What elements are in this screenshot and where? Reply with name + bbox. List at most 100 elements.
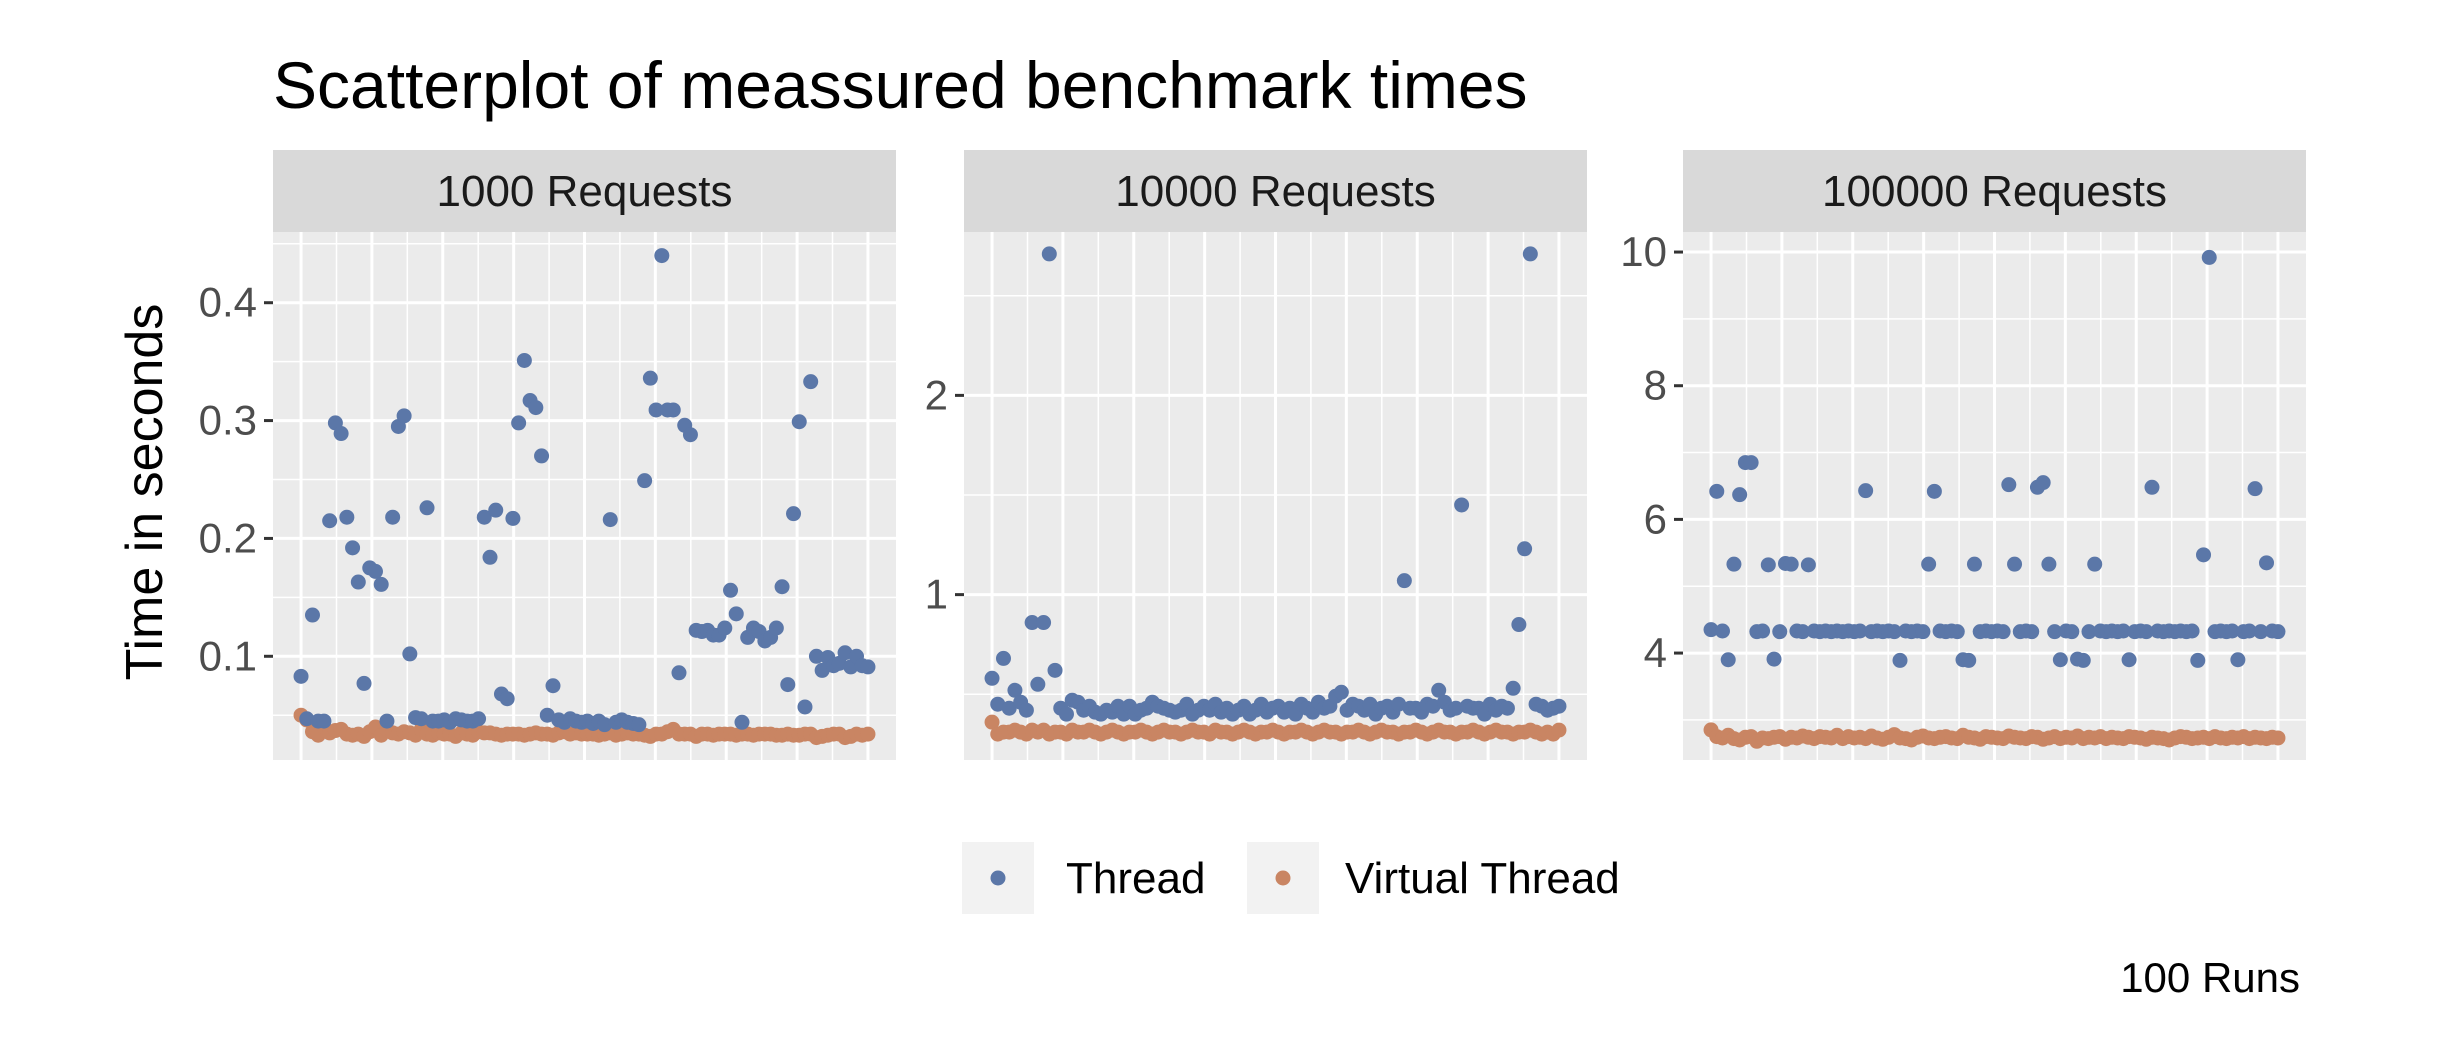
thread-point (1949, 624, 1965, 640)
facet-strip-label: 1000 Requests (437, 167, 733, 216)
virtual-thread-point (860, 726, 876, 742)
thread-point (990, 696, 1006, 712)
thread-point (728, 606, 744, 622)
y-tick-label: 10 (1620, 228, 1667, 275)
thread-point (2001, 477, 2017, 493)
thread-point (1892, 652, 1908, 668)
thread-point (803, 374, 819, 390)
thread-point (723, 582, 739, 598)
thread-point (1024, 615, 1040, 631)
thread-point (1431, 682, 1447, 698)
thread-point (814, 662, 830, 678)
thread-point (1036, 615, 1052, 631)
thread-point (1995, 624, 2011, 640)
thread-point (1732, 487, 1748, 503)
thread-point (379, 713, 395, 729)
thread-point (345, 540, 361, 556)
thread-point (350, 574, 366, 590)
thread-point (316, 713, 332, 729)
thread-point (1396, 573, 1412, 589)
thread-point (1720, 652, 1736, 668)
thread-point (1030, 676, 1046, 692)
thread-point (860, 659, 876, 675)
thread-point (2121, 652, 2137, 668)
facet-strip-label: 100000 Requests (1822, 167, 2167, 216)
y-tick-label: 1 (925, 571, 948, 618)
thread-point (539, 707, 555, 723)
y-tick-label: 2 (925, 371, 948, 418)
thread-point (786, 506, 802, 522)
thread-point (774, 579, 790, 595)
thread-point (654, 248, 670, 264)
thread-point (1522, 246, 1538, 262)
thread-point (2041, 556, 2057, 572)
thread-point (356, 675, 372, 691)
thread-point (545, 678, 561, 694)
thread-point (396, 408, 412, 424)
thread-point (2007, 556, 2023, 572)
legend-label: Thread (1066, 854, 1205, 903)
thread-point (2064, 624, 2080, 640)
y-axis-title: Time in seconds (116, 304, 174, 681)
thread-point (2047, 624, 2063, 640)
thread-point (2075, 652, 2091, 668)
thread-point (402, 646, 418, 662)
thread-point (1454, 497, 1470, 513)
thread-point (2184, 623, 2200, 639)
thread-point (293, 668, 309, 684)
thread-point (734, 714, 750, 730)
thread-point (717, 620, 733, 636)
thread-point (534, 448, 550, 464)
thread-point (791, 414, 807, 430)
thread-point (476, 509, 492, 525)
thread-point (602, 512, 618, 528)
thread-point (333, 426, 349, 442)
thread-point (837, 645, 853, 661)
thread-point (2230, 652, 2246, 668)
thread-point (2035, 475, 2051, 491)
thread-point (1001, 700, 1017, 716)
legend-marker (990, 870, 1006, 886)
thread-point (2138, 624, 2154, 640)
thread-point (2196, 547, 2212, 563)
y-tick-label: 4 (1644, 629, 1667, 676)
thread-point (2024, 624, 2040, 640)
thread-point (682, 427, 698, 443)
thread-point (1703, 622, 1719, 638)
y-tick-label: 8 (1644, 362, 1667, 409)
thread-point (597, 717, 613, 733)
thread-point (1858, 483, 1874, 499)
facet-strip (1683, 150, 2306, 232)
thread-point (1709, 483, 1725, 499)
facet-strip (273, 150, 896, 232)
thread-point (516, 352, 532, 368)
thread-point (642, 370, 658, 386)
legend: Thread Virtual Thread (962, 842, 1620, 914)
thread-point (1800, 557, 1816, 573)
thread-point (671, 665, 687, 681)
thread-point (808, 648, 824, 664)
thread-point (665, 402, 681, 418)
thread-point (505, 510, 521, 526)
thread-point (2052, 652, 2068, 668)
thread-point (1795, 624, 1811, 640)
thread-point (1915, 624, 1931, 640)
thread-point (373, 576, 389, 592)
y-tick-label: 0.4 (199, 279, 257, 326)
facet-panel: 10000 Requests 1 2 (925, 150, 1587, 760)
thread-point (2247, 481, 2263, 497)
thread-point (1511, 617, 1527, 633)
thread-point (471, 711, 487, 727)
thread-point (984, 670, 1000, 686)
thread-point (1886, 624, 1902, 640)
thread-point (780, 677, 796, 693)
thread-point (339, 509, 355, 525)
thread-point (1926, 483, 1942, 499)
thread-point (1505, 680, 1521, 696)
thread-point (304, 607, 320, 623)
thread-point (2201, 249, 2217, 265)
thread-point (1018, 702, 1034, 718)
thread-point (499, 691, 515, 707)
